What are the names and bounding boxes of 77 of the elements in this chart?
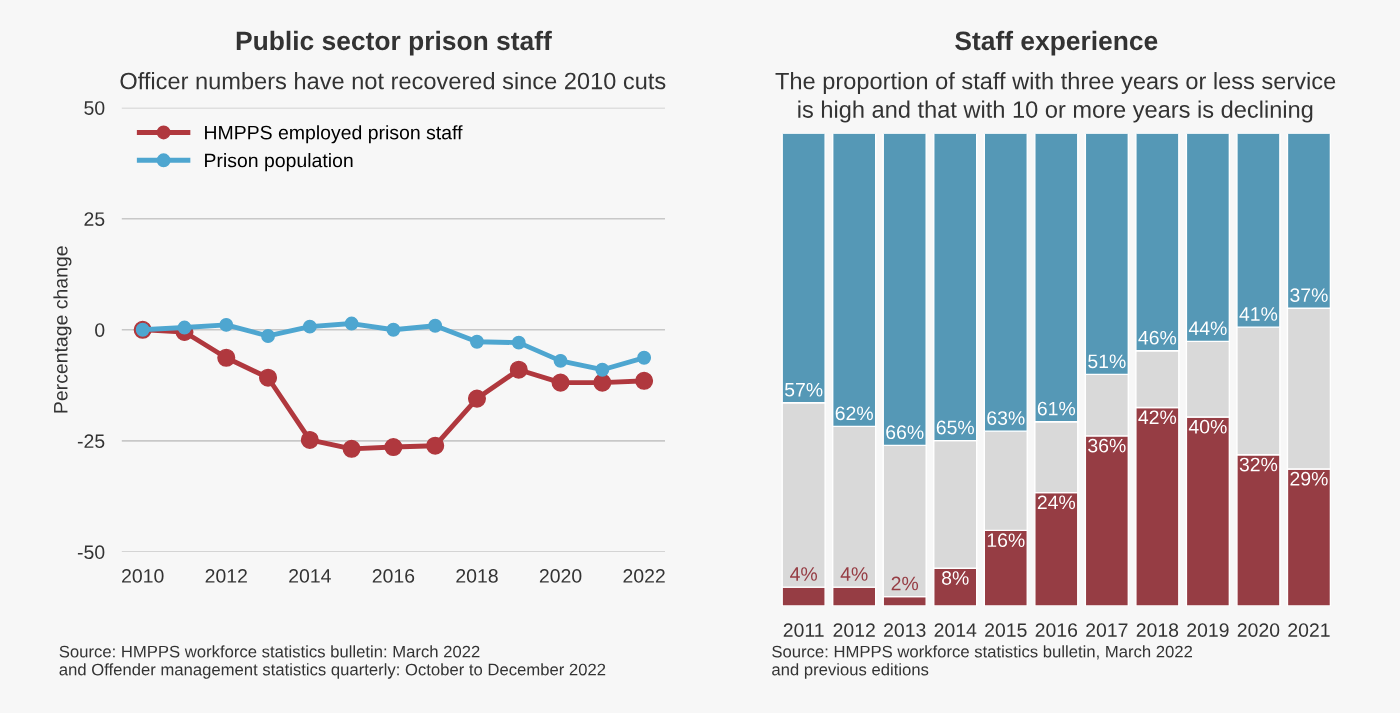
point bbox=[511, 335, 526, 350]
data-label: 62% bbox=[835, 406, 873, 421]
point bbox=[426, 436, 445, 455]
x-tick-label: 2017 bbox=[1086, 623, 1128, 637]
data-label: 29% bbox=[1290, 471, 1328, 486]
point bbox=[177, 320, 192, 335]
x-tick-label: 2014 bbox=[934, 623, 977, 637]
legend-label: Prison population bbox=[205, 153, 353, 172]
data-label: 24% bbox=[1037, 495, 1076, 510]
point bbox=[467, 389, 486, 408]
point bbox=[261, 329, 275, 343]
x-tick-label: 2020 bbox=[1237, 623, 1280, 637]
data-label: 57% bbox=[784, 382, 823, 397]
x-tick-label: 2016 bbox=[1035, 623, 1078, 637]
data-label: 16% bbox=[987, 533, 1025, 548]
y-tick-label: 50 bbox=[84, 101, 105, 115]
data-label: 65% bbox=[936, 420, 975, 435]
x-tick-label: 2016 bbox=[372, 569, 415, 583]
data-label: 51% bbox=[1088, 354, 1126, 369]
x-tick-label: 2012 bbox=[205, 569, 247, 583]
data-label: 44% bbox=[1188, 321, 1227, 336]
chart-title: Public sector prison staff bbox=[236, 30, 552, 56]
point bbox=[384, 438, 403, 457]
point bbox=[509, 360, 528, 379]
point bbox=[219, 317, 234, 332]
point bbox=[595, 362, 610, 377]
point bbox=[470, 334, 484, 349]
chart-title: Staff experience bbox=[955, 30, 1158, 56]
data-label: 40% bbox=[1188, 419, 1227, 434]
x-tick-label: 2010 bbox=[122, 569, 164, 583]
y-tick-label: 0 bbox=[95, 323, 105, 337]
y-axis-title: Percentage change bbox=[53, 246, 72, 413]
point bbox=[259, 368, 278, 387]
source-note: Source: HMPPS workforce statistics bulletin, March 2022 and previous editions bbox=[772, 645, 1193, 679]
data-label: 2% bbox=[891, 576, 919, 591]
data-label: 37% bbox=[1290, 288, 1328, 303]
x-tick-label: 2011 bbox=[783, 623, 824, 637]
data-label: 36% bbox=[1088, 438, 1126, 453]
point bbox=[593, 373, 612, 392]
data-label: 4% bbox=[790, 567, 818, 581]
x-tick-label: 2014 bbox=[289, 569, 331, 583]
data-label: 63% bbox=[987, 411, 1025, 425]
point bbox=[300, 430, 319, 449]
x-tick-label: 2018 bbox=[456, 569, 498, 583]
data-label: 4% bbox=[840, 567, 868, 581]
x-tick-label: 2020 bbox=[539, 569, 582, 583]
legend-label: HMPPS employed prison staff bbox=[205, 125, 463, 144]
data-label: 8% bbox=[942, 571, 969, 585]
point bbox=[386, 322, 401, 337]
data-label: 61% bbox=[1037, 401, 1076, 416]
x-tick-label: 2021 bbox=[1288, 623, 1330, 637]
x-tick-label: 2015 bbox=[985, 623, 1027, 637]
point bbox=[551, 373, 570, 392]
data-label: 66% bbox=[886, 425, 924, 440]
x-tick-label: 2012 bbox=[833, 623, 875, 637]
x-tick-label: 2022 bbox=[623, 569, 665, 583]
chart-subtitle: The proportion of staff with three years or less service is high and that with 10 or more years is declining bbox=[775, 72, 1336, 123]
point bbox=[344, 316, 359, 331]
data-label: 42% bbox=[1138, 410, 1177, 425]
chart-subtitle: Officer numbers have not recovered since 2010 cuts bbox=[120, 72, 666, 90]
point bbox=[637, 350, 652, 365]
y-tick-label: -25 bbox=[77, 434, 105, 449]
point bbox=[553, 353, 568, 368]
x-tick-label: 2018 bbox=[1136, 623, 1179, 637]
point bbox=[342, 439, 361, 458]
data-label: 32% bbox=[1239, 457, 1278, 472]
point bbox=[428, 318, 443, 333]
point bbox=[302, 319, 317, 334]
source-note: Source: HMPPS workforce statistics bulletin: March 2022 and Offender management statistics quarterly: October to December 2022 bbox=[59, 645, 606, 679]
y-tick-label: 25 bbox=[84, 212, 105, 226]
point bbox=[635, 371, 654, 390]
point bbox=[217, 348, 236, 367]
data-label: 41% bbox=[1239, 307, 1278, 321]
x-tick-label: 2013 bbox=[884, 623, 926, 637]
x-tick-label: 2019 bbox=[1187, 623, 1229, 637]
y-tick-label: -50 bbox=[77, 545, 105, 560]
data-label: 46% bbox=[1138, 330, 1177, 345]
